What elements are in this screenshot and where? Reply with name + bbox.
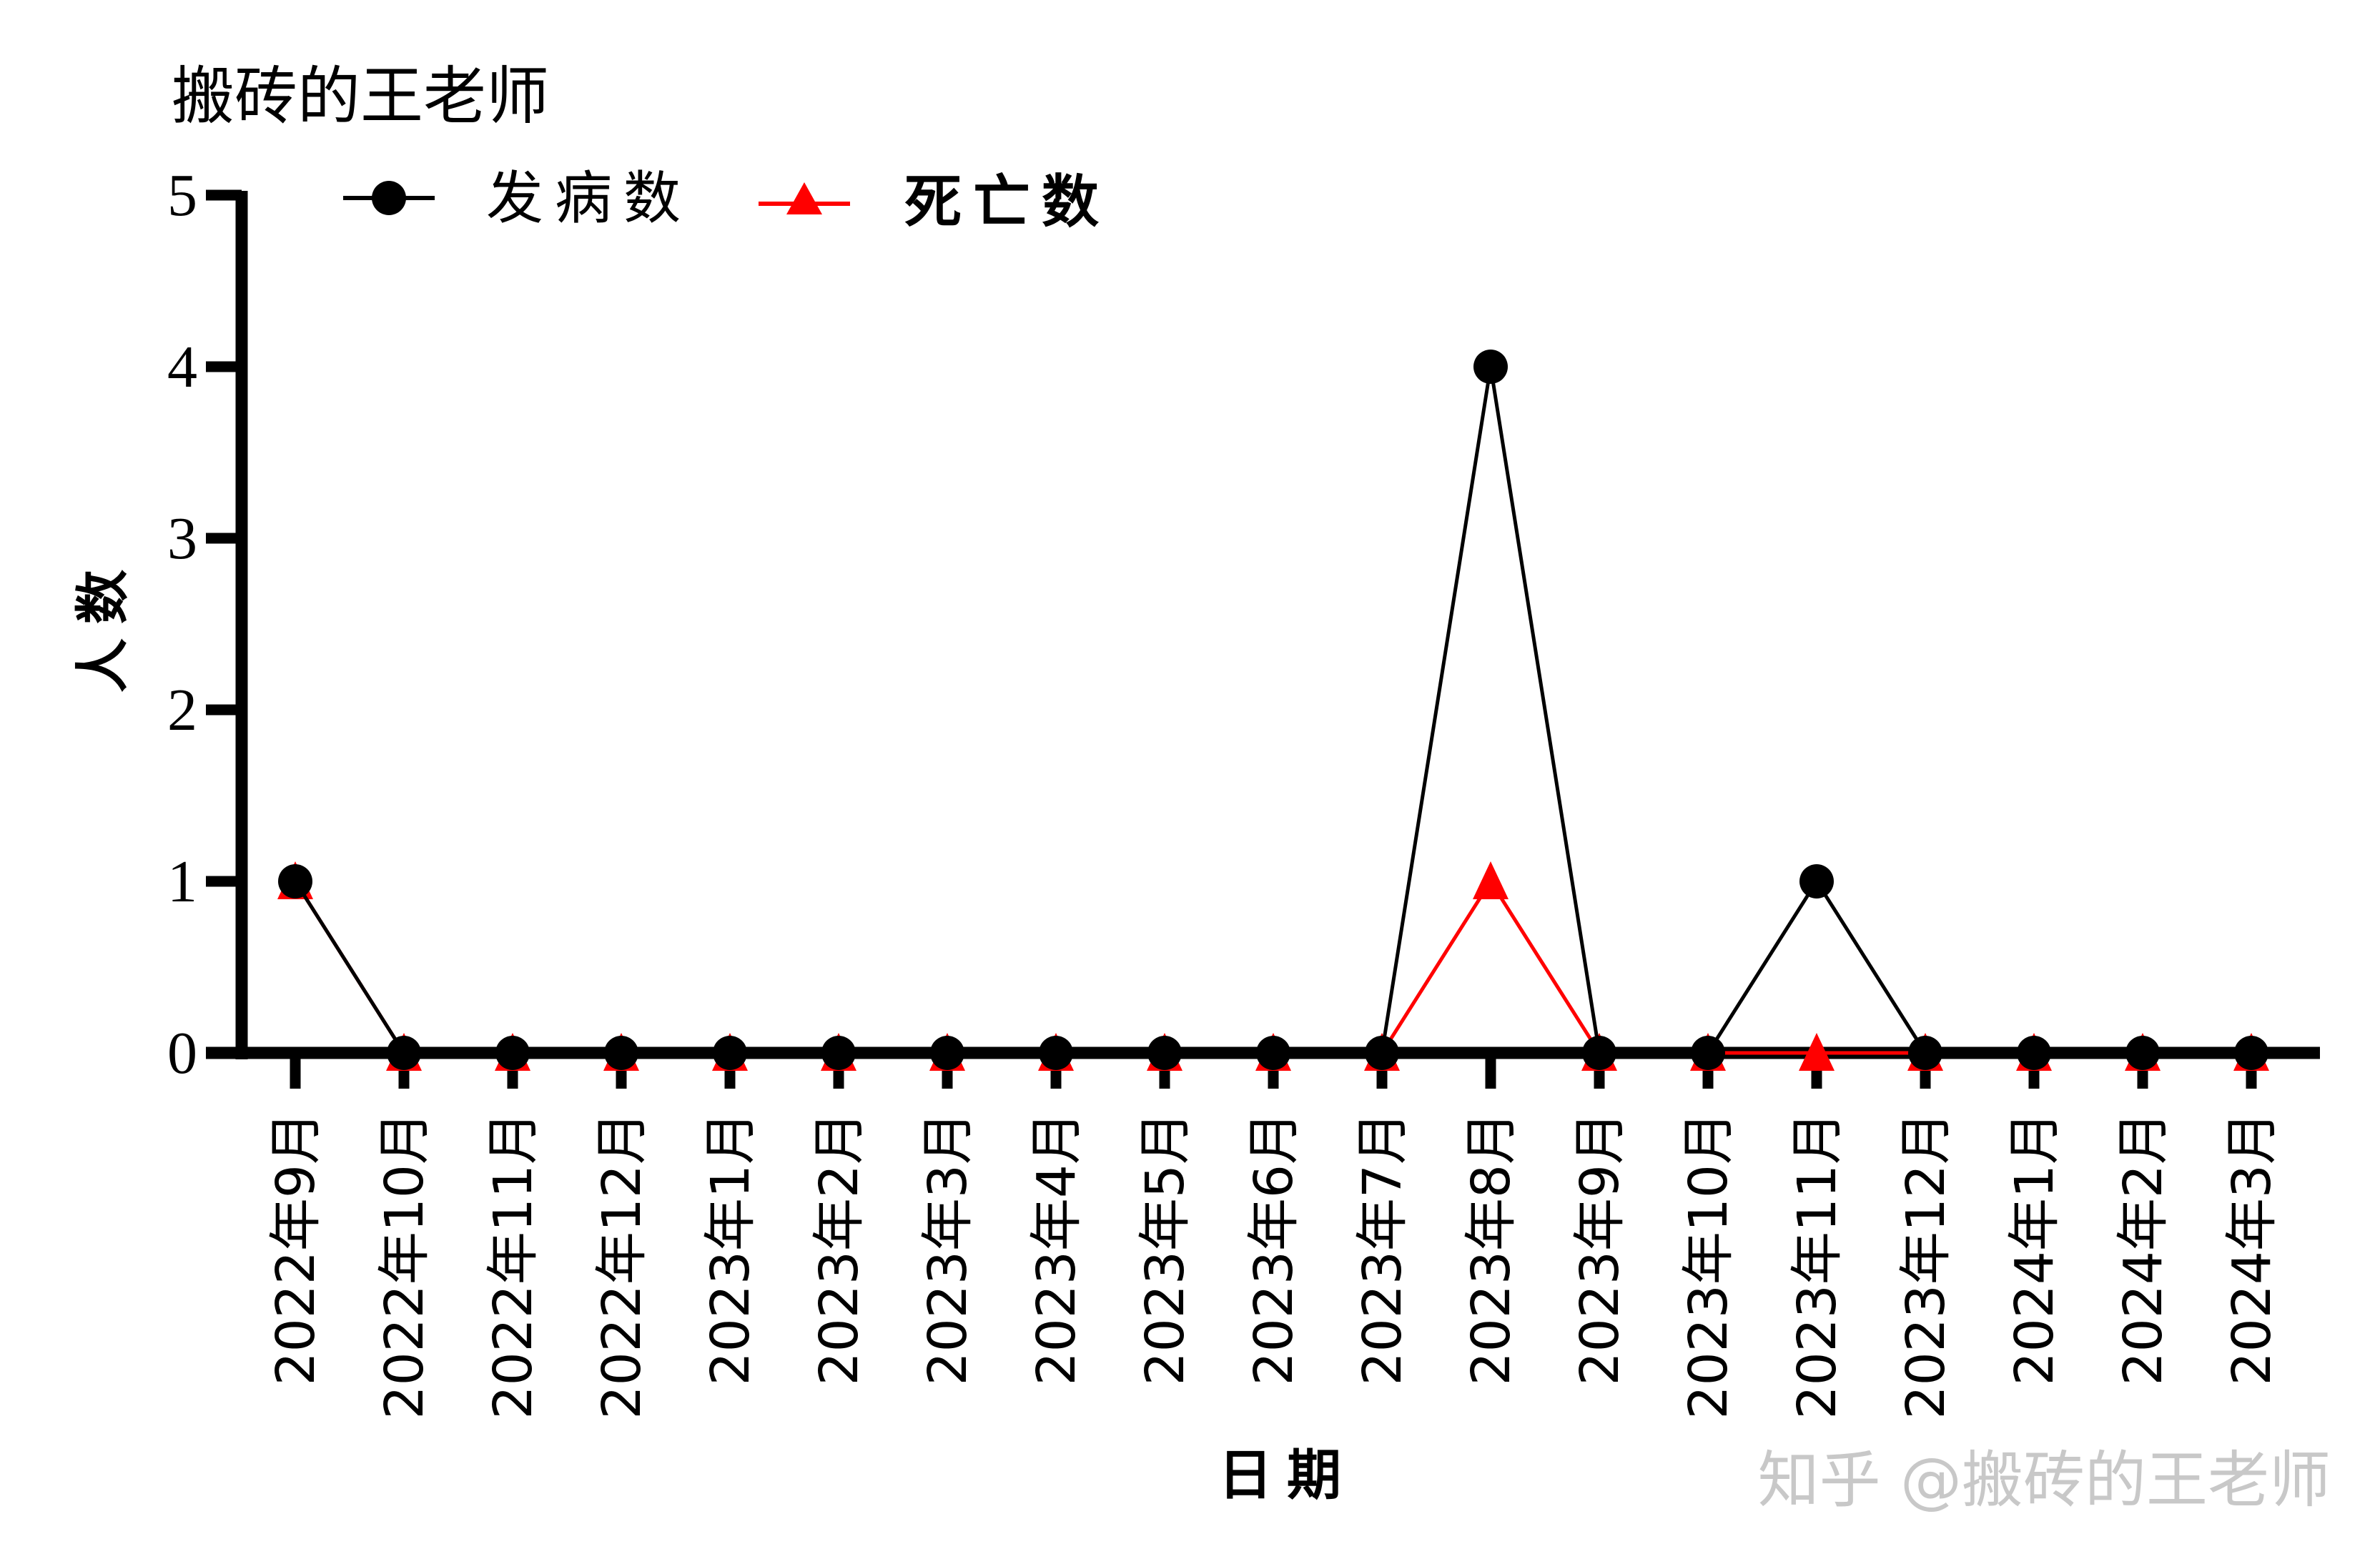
data-point	[1799, 864, 1834, 899]
y-tick-label: 2	[167, 677, 197, 743]
data-point	[1473, 861, 1509, 899]
legend: 发病数 死亡数	[343, 165, 1110, 235]
data-point	[1365, 1036, 1399, 1070]
y-axis-label: 人数	[71, 555, 134, 693]
x-tick-label: 2023年12月	[1895, 1112, 1957, 1420]
series-line	[293, 878, 2251, 1055]
data-point	[278, 864, 312, 899]
data-point	[2234, 1036, 2268, 1070]
data-point	[495, 1036, 530, 1070]
legend-marker-triangle-icon	[786, 182, 822, 214]
x-tick-label: 2024年1月	[2004, 1112, 2065, 1385]
y-tick-label: 5	[167, 162, 197, 229]
legend-label-deaths: 死亡数	[904, 169, 1110, 235]
data-point	[1908, 1036, 1942, 1070]
data-point	[821, 1036, 856, 1070]
data-point	[713, 1036, 747, 1070]
data-point	[1691, 1036, 1725, 1070]
data-point	[2125, 1036, 2160, 1070]
x-tick-label: 2023年6月	[1243, 1112, 1305, 1385]
y-tick-label: 0	[167, 1020, 197, 1087]
data-point	[930, 1036, 964, 1070]
watermark: 知乎 @搬砖的王老师	[1758, 1445, 2331, 1516]
series-incidence	[278, 350, 2268, 1070]
data-point	[1799, 1033, 1835, 1071]
x-tick-label: 2023年1月	[700, 1112, 761, 1385]
legend-marker-circle-icon	[372, 181, 406, 215]
data-point	[1147, 1036, 1182, 1070]
x-tick-label: 2023年8月	[1461, 1112, 1522, 1385]
data-point	[604, 1036, 638, 1070]
x-tick-label: 2022年10月	[374, 1112, 435, 1420]
data-point	[2017, 1036, 2051, 1070]
data-point	[1473, 350, 1508, 384]
x-tick-label: 2023年4月	[1026, 1112, 1087, 1385]
legend-label-incidence: 发病数	[486, 165, 692, 232]
data-point	[1582, 1036, 1616, 1070]
x-tick-label: 2023年10月	[1678, 1112, 1739, 1420]
x-tick-label: 2023年11月	[1787, 1112, 1848, 1420]
series-line	[293, 366, 2251, 1055]
x-tick-label: 2023年7月	[1352, 1112, 1413, 1385]
x-tick-label: 2024年2月	[2113, 1112, 2174, 1385]
x-tick-label: 2022年9月	[265, 1112, 327, 1385]
chart-title: 搬砖的王老师	[172, 59, 549, 133]
y-tick-label: 3	[167, 505, 197, 572]
x-tick-label: 2023年9月	[1569, 1112, 1631, 1385]
x-tick-label: 2023年2月	[809, 1112, 870, 1385]
x-tick-label: 2023年3月	[917, 1112, 979, 1385]
x-axis-label: 日期	[1218, 1443, 1356, 1507]
x-tick-label: 2024年3月	[2221, 1112, 2283, 1385]
y-tick-label: 4	[167, 334, 197, 400]
x-tick-label: 2023年5月	[1135, 1112, 1196, 1385]
x-tick-label: 2022年11月	[483, 1112, 544, 1420]
data-point	[387, 1036, 421, 1070]
data-point	[1039, 1036, 1073, 1070]
y-tick-label: 1	[167, 848, 197, 915]
data-point	[1256, 1036, 1290, 1070]
x-tick-label: 2022年12月	[591, 1112, 653, 1420]
